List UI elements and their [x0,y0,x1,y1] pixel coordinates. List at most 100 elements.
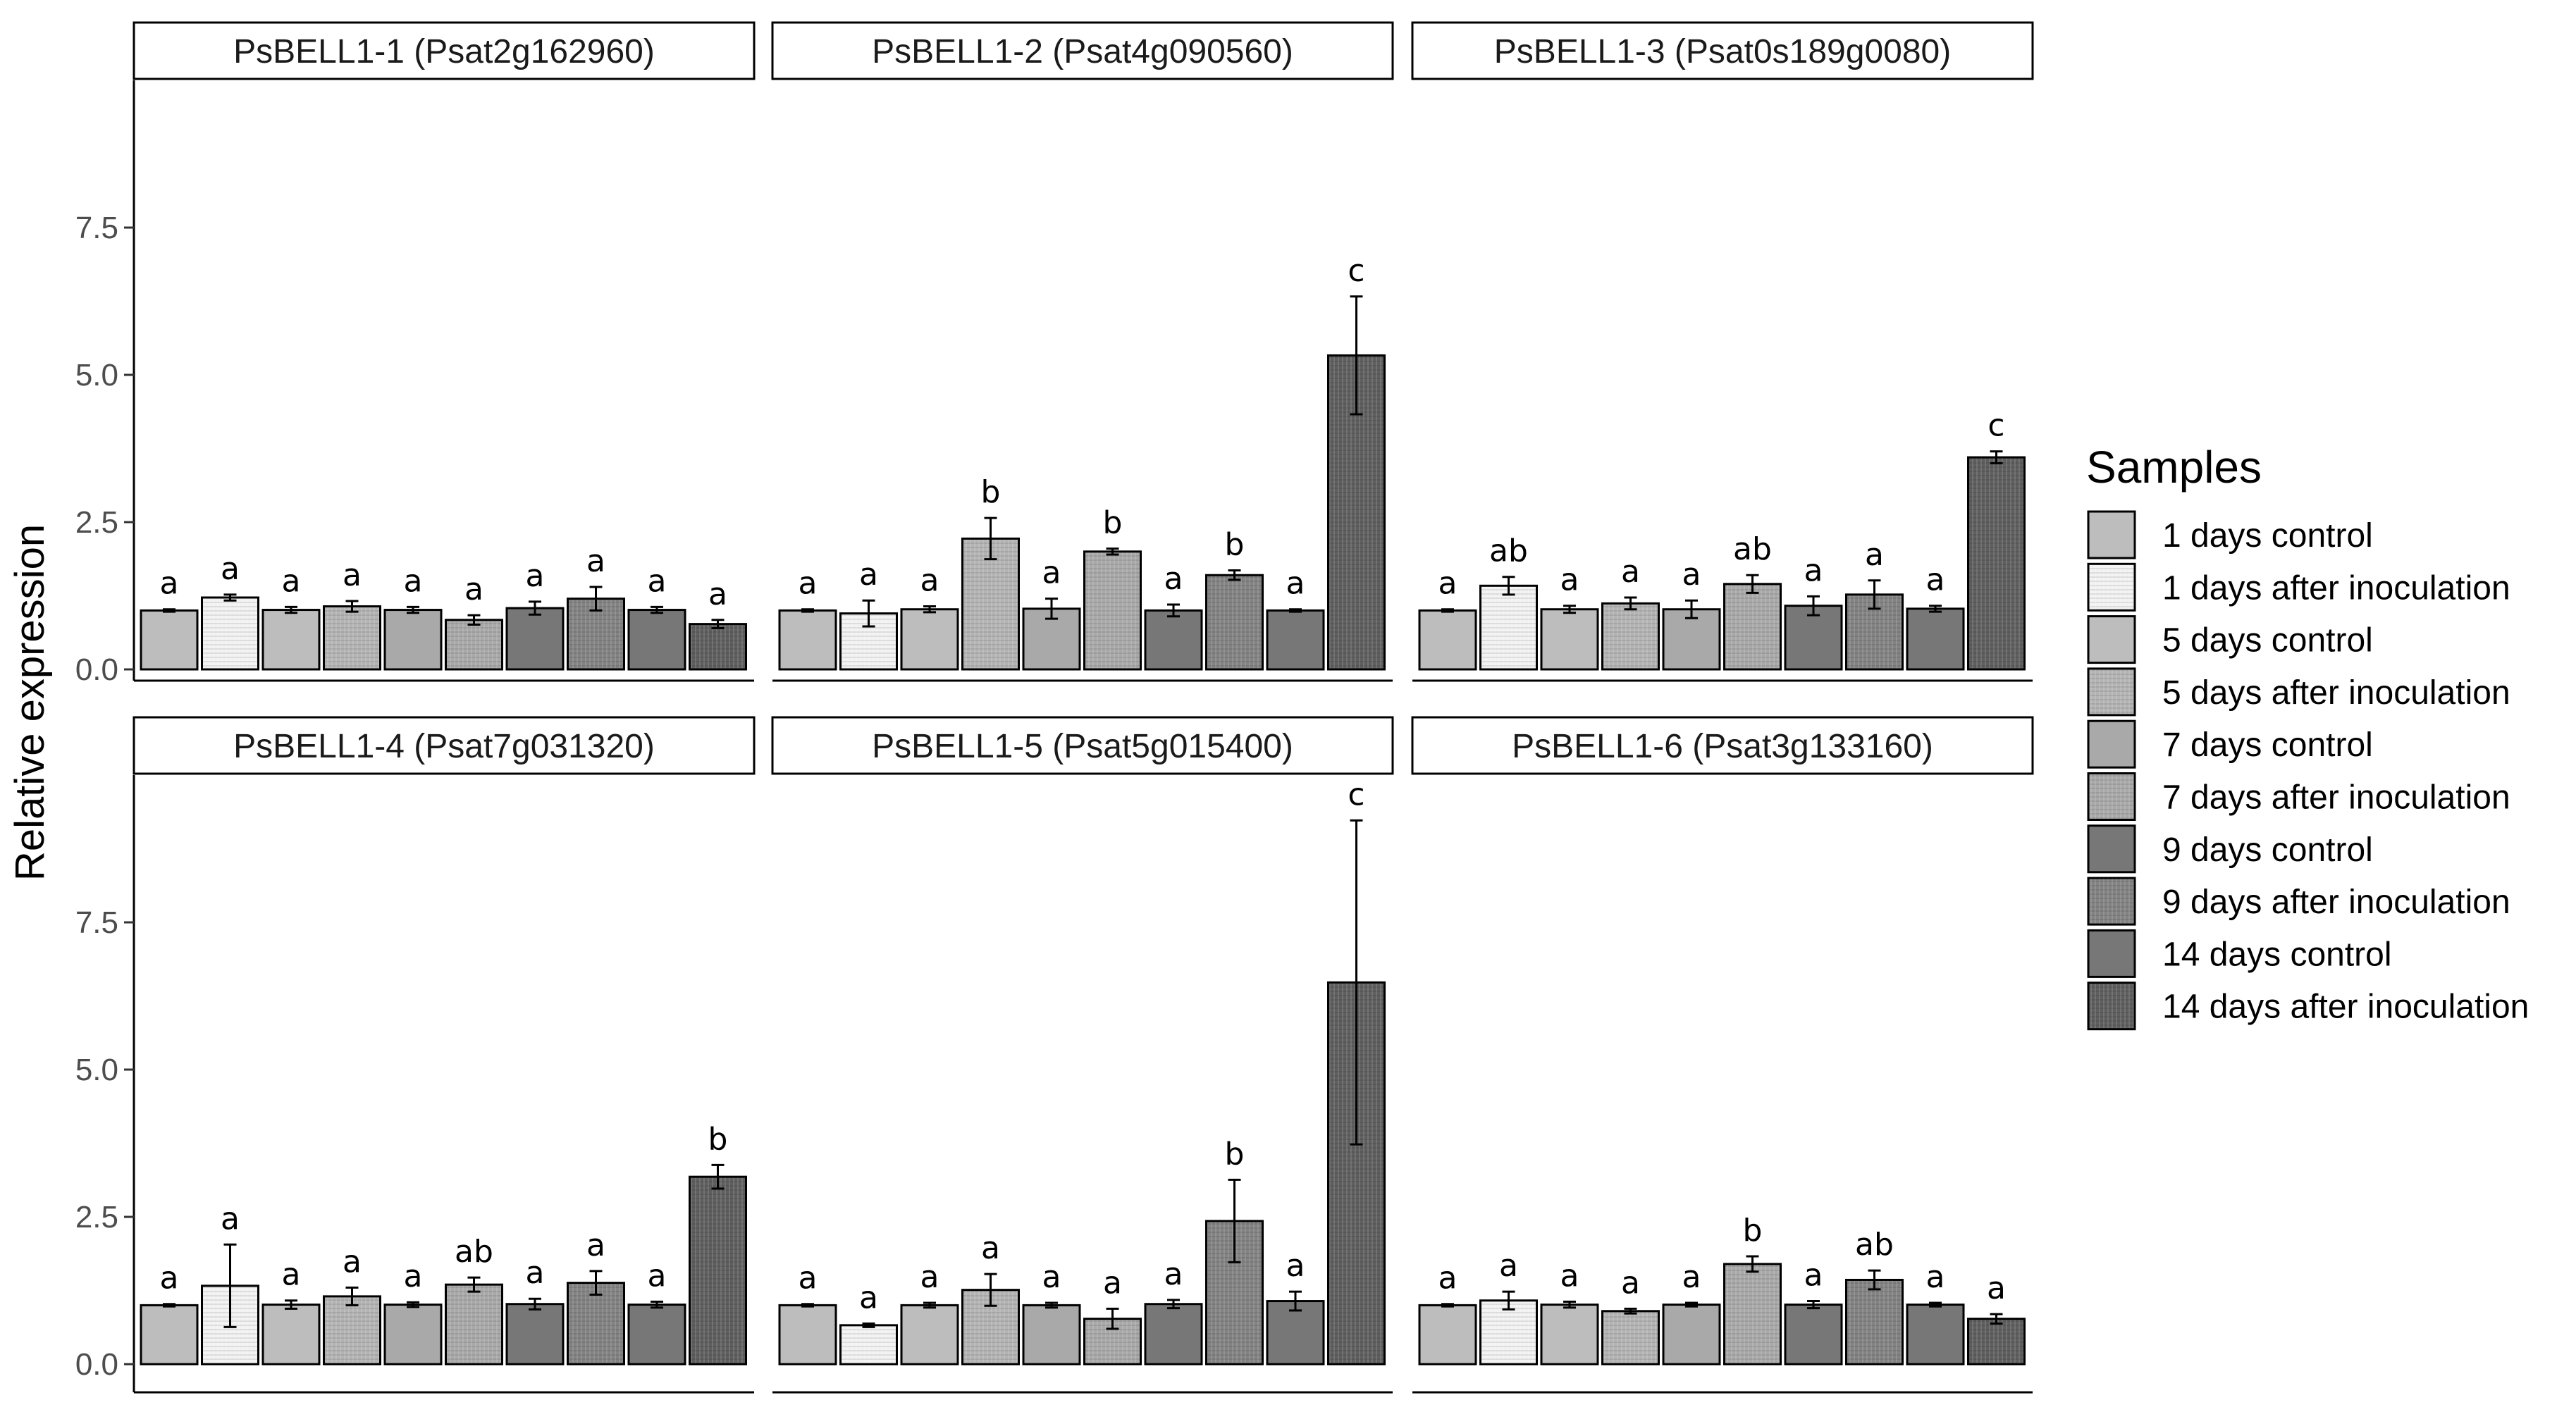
bar [323,1295,381,1366]
significance-label: b [1225,527,1245,563]
significance-label: a [526,558,545,594]
legend-key [2087,982,2136,1031]
legend-key [2087,615,2136,664]
panel-title: PsBELL1-1 (Psat2g162960) [233,33,655,70]
significance-label: a [1164,561,1183,597]
bar [900,608,959,671]
bar [505,1303,565,1366]
significance-label: a [799,566,818,602]
panel-strip [771,21,1394,80]
legend-label: 7 days after inoculation [2162,779,2510,817]
significance-label: a [920,563,939,599]
bar [839,1324,898,1366]
significance-label: a [799,1261,818,1296]
bar [383,609,443,671]
significance-label: ab [1855,1227,1894,1263]
bar [201,596,259,671]
bar [140,1304,199,1366]
bar [261,609,321,671]
panel-title: PsBELL1-4 (Psat7g031320) [233,728,655,765]
significance-label: a [1560,1258,1579,1294]
significance-label: a [1926,562,1945,598]
significance-label: a [1103,1265,1122,1301]
bar [778,1304,837,1366]
y-tick-label: 5.0 [75,358,118,392]
significance-label: a [586,1227,605,1263]
significance-label: a [1560,562,1579,598]
significance-label: a [1865,537,1884,573]
bar [1540,608,1599,671]
bar [961,537,1020,671]
significance-label: a [648,563,667,599]
significance-label: ab [1733,531,1772,567]
significance-label: a [404,563,423,599]
bar [689,623,747,671]
significance-label: a [981,1230,1000,1266]
significance-label: a [1926,1259,1945,1295]
bar [445,1283,503,1366]
bar [261,1304,321,1366]
significance-label: b [1225,1136,1245,1172]
panel-title: PsBELL1-5 (Psat5g015400) [872,728,1293,765]
bar [505,607,565,671]
panel-title: PsBELL1-3 (Psat0s189g0080) [1494,33,1951,70]
y-tick-label: 5.0 [75,1053,118,1087]
significance-label: a [343,1244,362,1280]
significance-label: a [1042,1259,1061,1295]
panel-strip [1411,716,2034,775]
bar [1906,1304,1965,1366]
significance-label: a [160,566,179,602]
significance-label: a [1042,555,1061,591]
significance-label: a [859,557,878,593]
significance-label: a [1164,1256,1183,1292]
legend-key [2087,562,2136,612]
panels-layer: PsBELL1-1 (Psat2g162960)0.02.55.07.5a a a a… [75,21,2034,1394]
bar [1540,1304,1599,1366]
panel-title: PsBELL1-2 (Psat4g090560) [872,33,1293,70]
legend-key [2087,772,2136,821]
bar [1601,602,1660,671]
legend-label: 9 days control [2162,831,2373,869]
significance-label: a [1621,554,1640,590]
legend-label: 5 days control [2162,622,2373,660]
significance-label: a [1682,557,1701,593]
significance-label: a [282,1257,301,1293]
significance-label: a [1987,1270,2006,1306]
panel-strip [1411,21,2034,80]
y-tick-label: 0.0 [75,652,118,687]
significance-label: a [1804,552,1823,588]
y-tick-label: 2.5 [75,505,118,540]
bar [778,609,837,671]
panel-strip [133,21,756,80]
legend-label: 5 days after inoculation [2162,674,2510,712]
legend-title: Samples [2086,442,2262,493]
y-axis-title: Relative expression [7,524,53,881]
legend-key [2087,719,2136,769]
legend-key [2087,877,2136,926]
bar [1022,1304,1081,1366]
y-tick-label: 0.0 [75,1347,118,1382]
bar [1144,609,1203,671]
significance-label: a [859,1280,878,1316]
significance-label: a [1438,566,1458,602]
legend-label: 1 days control [2162,517,2373,555]
panel-title: PsBELL1-6 (Psat3g133160) [1512,728,1933,765]
bar [1266,609,1325,671]
bar [627,609,686,671]
significance-label: a [1804,1258,1823,1294]
significance-label: a [343,557,362,593]
significance-label: a [708,576,727,612]
panel-strip [133,716,756,775]
bar [1723,583,1782,671]
legend-label: 14 days control [2162,936,2392,973]
legend-label: 9 days after inoculation [2162,884,2510,921]
bar [1205,574,1264,671]
bar [1967,456,2026,671]
significance-label: a [1286,1248,1305,1284]
significance-label: ab [455,1234,493,1270]
bar [1418,609,1477,671]
significance-label: a [1682,1259,1701,1295]
